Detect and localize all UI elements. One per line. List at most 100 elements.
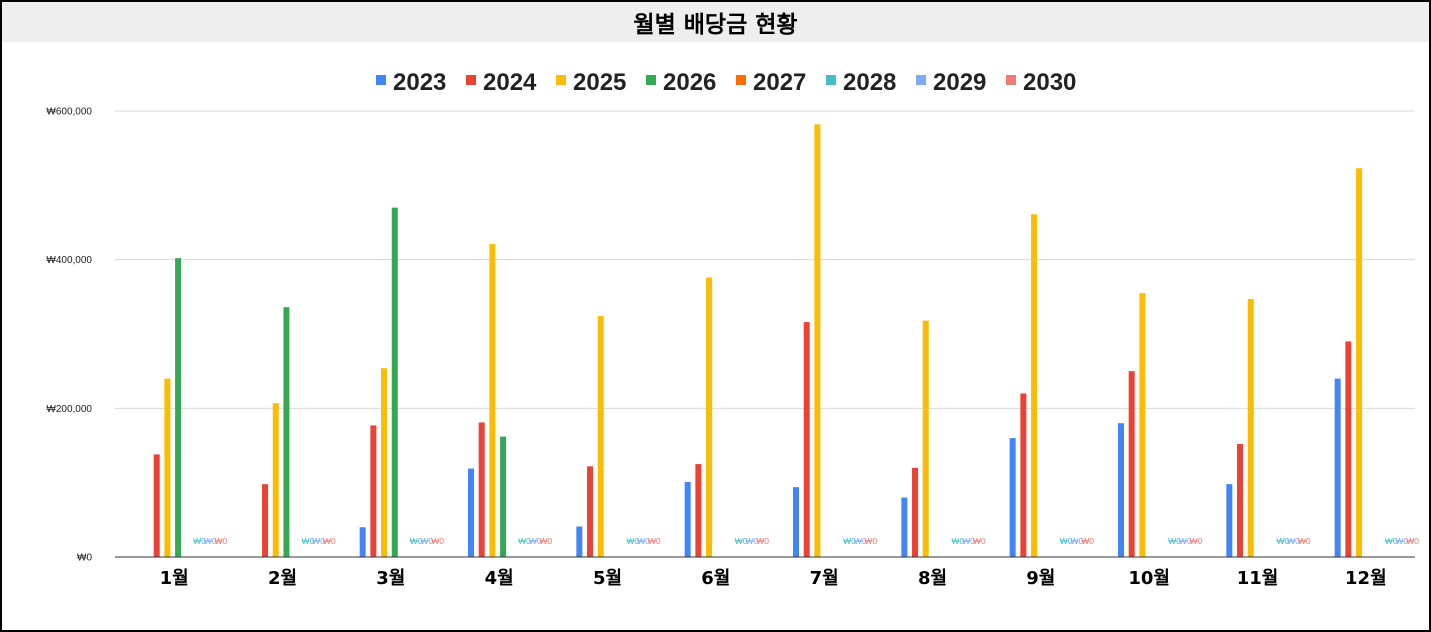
zero-data-label: ₩0 bbox=[410, 536, 423, 546]
y-tick-label: ₩400,000 bbox=[46, 255, 92, 266]
zero-data-label: ₩0 bbox=[648, 536, 661, 546]
legend-swatch-2026 bbox=[646, 75, 656, 85]
zero-data-label: ₩0 bbox=[1168, 536, 1181, 546]
bar-2025-4 bbox=[489, 244, 496, 557]
zero-data-label: ₩0 bbox=[540, 536, 553, 546]
bar-2024-8 bbox=[912, 467, 919, 557]
x-tick-label: 8월 bbox=[918, 568, 947, 589]
y-tick-label: ₩600,000 bbox=[46, 107, 92, 118]
bar-2026-1 bbox=[175, 258, 182, 557]
zero-data-label: ₩0 bbox=[1385, 536, 1398, 546]
bar-2023-6 bbox=[684, 481, 691, 557]
bar-2024-5 bbox=[587, 466, 594, 557]
zero-data-label: ₩0 bbox=[1298, 536, 1311, 546]
zero-data-label: ₩0 bbox=[637, 536, 650, 546]
bar-2023-12 bbox=[1334, 378, 1341, 557]
zero-data-label: ₩0 bbox=[745, 536, 758, 546]
y-tick-label: ₩200,000 bbox=[46, 404, 92, 415]
zero-data-label: ₩0 bbox=[1179, 536, 1192, 546]
legend-label-2028: 2028 bbox=[843, 69, 896, 96]
zero-data-label: ₩0 bbox=[854, 536, 867, 546]
zero-data-label: ₩0 bbox=[529, 536, 542, 546]
bar-2024-12 bbox=[1345, 341, 1352, 557]
x-tick-label: 10월 bbox=[1128, 568, 1170, 589]
legend-swatch-2024 bbox=[466, 75, 476, 85]
y-tick-label: ₩0 bbox=[77, 553, 92, 564]
zero-data-label: ₩0 bbox=[1406, 536, 1419, 546]
bar-2024-9 bbox=[1020, 393, 1027, 557]
bar-2025-3 bbox=[381, 368, 388, 557]
zero-data-label: ₩0 bbox=[962, 536, 975, 546]
bar-2025-11 bbox=[1247, 299, 1254, 557]
x-tick-label: 7월 bbox=[810, 568, 839, 589]
bar-2024-11 bbox=[1237, 444, 1244, 557]
x-tick-label: 3월 bbox=[376, 568, 405, 589]
zero-data-label: ₩0 bbox=[1190, 536, 1203, 546]
zero-data-label: ₩0 bbox=[843, 536, 856, 546]
bar-2025-12 bbox=[1356, 168, 1363, 557]
legend-swatch-2028 bbox=[826, 75, 836, 85]
bar-2023-9 bbox=[1009, 438, 1016, 557]
bar-2025-9 bbox=[1031, 214, 1038, 557]
zero-data-label: ₩0 bbox=[1276, 536, 1289, 546]
x-tick-label: 9월 bbox=[1026, 568, 1055, 589]
zero-data-label: ₩0 bbox=[973, 536, 986, 546]
zero-data-label: ₩0 bbox=[951, 536, 964, 546]
zero-data-label: ₩0 bbox=[204, 536, 217, 546]
legend-label-2025: 2025 bbox=[573, 69, 626, 96]
zero-data-label: ₩0 bbox=[1070, 536, 1083, 546]
chart-title: 월별 배당금 현황 bbox=[633, 12, 798, 38]
bar-2023-5 bbox=[576, 526, 583, 557]
zero-data-label: ₩0 bbox=[1395, 536, 1408, 546]
x-tick-label: 6월 bbox=[701, 568, 730, 589]
bar-2023-7 bbox=[793, 487, 799, 557]
zero-data-label: ₩0 bbox=[518, 536, 531, 546]
bar-2024-6 bbox=[695, 464, 702, 557]
bar-2025-8 bbox=[922, 320, 929, 557]
zero-data-label: ₩0 bbox=[431, 536, 444, 546]
zero-data-label: ₩0 bbox=[865, 536, 878, 546]
bar-2024-7 bbox=[803, 322, 810, 557]
legend-label-2027: 2027 bbox=[753, 69, 806, 96]
bar-2025-6 bbox=[706, 277, 713, 557]
legend-swatch-2027 bbox=[736, 75, 746, 85]
x-tick-label: 11월 bbox=[1237, 568, 1279, 589]
zero-data-label: ₩0 bbox=[215, 536, 228, 546]
zero-data-label: ₩0 bbox=[756, 536, 769, 546]
zero-data-label: ₩0 bbox=[735, 536, 748, 546]
x-tick-label: 2월 bbox=[268, 568, 297, 589]
legend-label-2029: 2029 bbox=[933, 69, 986, 96]
zero-data-label: ₩0 bbox=[312, 536, 325, 546]
bar-2023-3 bbox=[359, 527, 366, 557]
legend-swatch-2029 bbox=[916, 75, 926, 85]
legend-swatch-2025 bbox=[556, 75, 566, 85]
legend-swatch-2030 bbox=[1006, 75, 1016, 85]
x-tick-label: 5월 bbox=[593, 568, 622, 589]
zero-data-label: ₩0 bbox=[323, 536, 336, 546]
bar-2025-7 bbox=[814, 124, 821, 557]
bar-2024-3 bbox=[370, 425, 377, 557]
bar-2025-5 bbox=[597, 316, 604, 557]
bar-2025-2 bbox=[272, 403, 279, 557]
bar-2025-10 bbox=[1139, 293, 1146, 557]
zero-data-label: ₩0 bbox=[1081, 536, 1094, 546]
zero-data-label: ₩0 bbox=[193, 536, 206, 546]
legend-label-2026: 2026 bbox=[663, 69, 716, 96]
bar-2026-3 bbox=[391, 207, 398, 557]
x-tick-label: 1월 bbox=[160, 568, 189, 589]
bar-2024-2 bbox=[262, 484, 269, 557]
zero-data-label: ₩0 bbox=[626, 536, 639, 546]
x-tick-label: 4월 bbox=[485, 568, 514, 589]
bar-2023-4 bbox=[468, 468, 474, 557]
bar-2023-10 bbox=[1118, 423, 1124, 557]
zero-data-label: ₩0 bbox=[1287, 536, 1300, 546]
bar-2023-11 bbox=[1226, 484, 1233, 557]
legend-label-2024: 2024 bbox=[483, 69, 537, 96]
x-tick-label: 12월 bbox=[1345, 568, 1387, 589]
zero-data-label: ₩0 bbox=[301, 536, 314, 546]
bar-2024-1 bbox=[153, 454, 160, 557]
bar-2025-1 bbox=[164, 378, 171, 557]
bar-2026-2 bbox=[283, 307, 290, 557]
